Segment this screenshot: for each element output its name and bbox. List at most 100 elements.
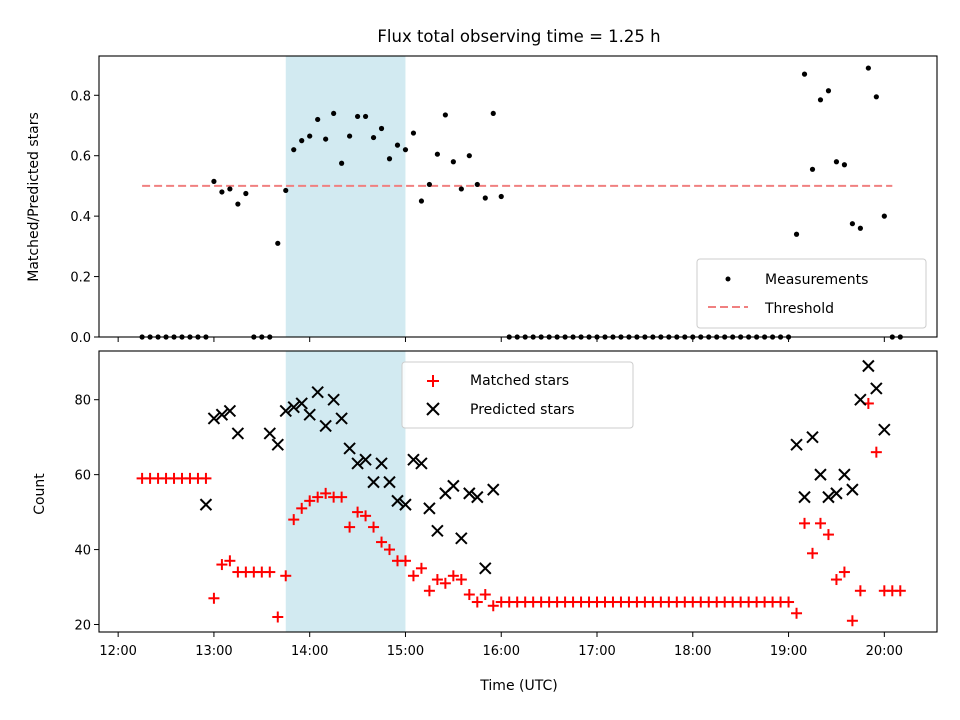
predicted-x-b: [479, 562, 492, 575]
predicted-star-point: [798, 490, 811, 504]
bottom-legend-box: [401, 361, 634, 429]
measurement-point: [482, 195, 488, 201]
observing-window-shade-bottom: [285, 351, 406, 632]
predicted-x-b: [207, 412, 221, 425]
predicted-x-b: [303, 408, 316, 421]
predicted-x-b: [830, 487, 843, 500]
y-tick-label: 40: [74, 544, 91, 559]
predicted-x-b: [463, 487, 476, 500]
matched-star-point: [471, 596, 483, 608]
predicted-star-point: [407, 453, 420, 466]
predicted-x-b: [790, 438, 803, 451]
legend-measurements-label: Measurements: [765, 272, 868, 288]
measurement-point: [362, 113, 369, 120]
legend-predicted-label: Predicted stars: [470, 402, 575, 418]
legend-matched-marker: [427, 375, 439, 387]
matched-star-point: [479, 589, 491, 601]
predicted-x-b: [383, 475, 396, 489]
measurement-point: [378, 125, 385, 132]
predicted-x-b: [431, 524, 444, 538]
x-tick-label: 18:00: [674, 644, 711, 659]
predicted-x-b: [391, 494, 404, 508]
measurement-point: [450, 159, 456, 165]
top-legend: Measurements Threshold: [696, 258, 927, 329]
predicted-star-point: [870, 382, 883, 395]
measurement-point: [219, 189, 225, 195]
predicted-x-b: [263, 427, 276, 440]
x-tick-label: 12:00: [99, 644, 136, 659]
matched-star-point: [336, 491, 348, 503]
predicted-star-point: [375, 457, 388, 470]
predicted-x-b: [343, 442, 356, 455]
predicted-star-point: [343, 442, 356, 455]
predicted-star-point: [878, 423, 891, 436]
measurement-point: [474, 181, 480, 188]
predicted-x-b: [822, 490, 835, 504]
predicted-star-point: [431, 524, 444, 538]
measurement-point: [442, 112, 448, 118]
predicted-star-point: [231, 427, 245, 440]
legend-matched-label: Matched stars: [470, 373, 569, 389]
predicted-x-b: [375, 457, 388, 470]
predicted-x-b: [806, 430, 819, 444]
measurement-point: [402, 147, 409, 153]
predicted-x-b: [415, 457, 428, 470]
top-y-axis-label: Matched/Predicted stars: [26, 112, 42, 282]
predicted-x-b: [223, 404, 237, 418]
matched-star-point: [838, 566, 850, 578]
x-tick-label: 19:00: [770, 644, 807, 659]
observing-window-shade: [285, 56, 406, 337]
predicted-x-b: [854, 393, 867, 406]
top-legend-box: [696, 258, 927, 329]
predicted-x-b: [846, 483, 859, 496]
measurement-point: [817, 97, 824, 103]
predicted-star-point: [479, 562, 492, 575]
matched-star-point: [296, 502, 308, 514]
predicted-star-point: [351, 457, 364, 470]
predicted-star-point: [846, 483, 859, 496]
predicted-x-b: [327, 393, 340, 406]
matched-star-point: [216, 559, 228, 571]
bottom-y-ticks: 20 40 60 80: [74, 394, 99, 634]
matched-star-point: [447, 570, 459, 582]
measurement-point: [275, 240, 281, 246]
matched-star-point: [288, 514, 300, 526]
top-axes-frame: [98, 55, 938, 338]
predicted-star-point: [199, 498, 213, 511]
y-tick-label: 0.8: [70, 89, 91, 104]
predicted-x-b: [814, 468, 827, 481]
matched-star-point: [806, 547, 818, 559]
measurement-point: [458, 186, 464, 192]
predicted-x-b: [423, 502, 436, 515]
measurement-point: [307, 133, 313, 139]
measurement-point: [370, 134, 377, 141]
matched-star-point: [360, 510, 372, 522]
predicted-x-b: [351, 457, 364, 470]
matched-star-point: [439, 577, 451, 589]
measurement-point: [394, 142, 401, 148]
predicted-star-point: [862, 359, 875, 373]
predicted-star-point: [335, 412, 348, 425]
chart-title: Flux total observing time = 1.25 h: [377, 27, 660, 46]
measurement-point: [331, 110, 337, 117]
predicted-star-point: [399, 498, 412, 511]
measurement-point: [498, 193, 504, 200]
measurement-point: [857, 225, 863, 231]
predicted-x-b: [311, 386, 324, 399]
legend-measurements-marker: [725, 276, 731, 282]
measurement-point: [235, 201, 241, 207]
predicted-star-point: [271, 438, 284, 451]
matched-star-point: [352, 506, 364, 518]
measurement-point: [466, 153, 472, 159]
matched-star-point: [264, 566, 276, 578]
predicted-star-point: [463, 487, 476, 500]
predicted-x-b: [447, 479, 460, 493]
y-tick-label: 0.6: [70, 150, 91, 165]
measurement-point: [873, 94, 879, 100]
predicted-x-b: [319, 419, 332, 433]
matched-star-point: [312, 491, 324, 503]
predicted-x-b: [271, 438, 284, 451]
matched-star-point: [376, 536, 388, 548]
predicted-x-b: [878, 423, 891, 436]
measurement-point: [315, 116, 321, 123]
